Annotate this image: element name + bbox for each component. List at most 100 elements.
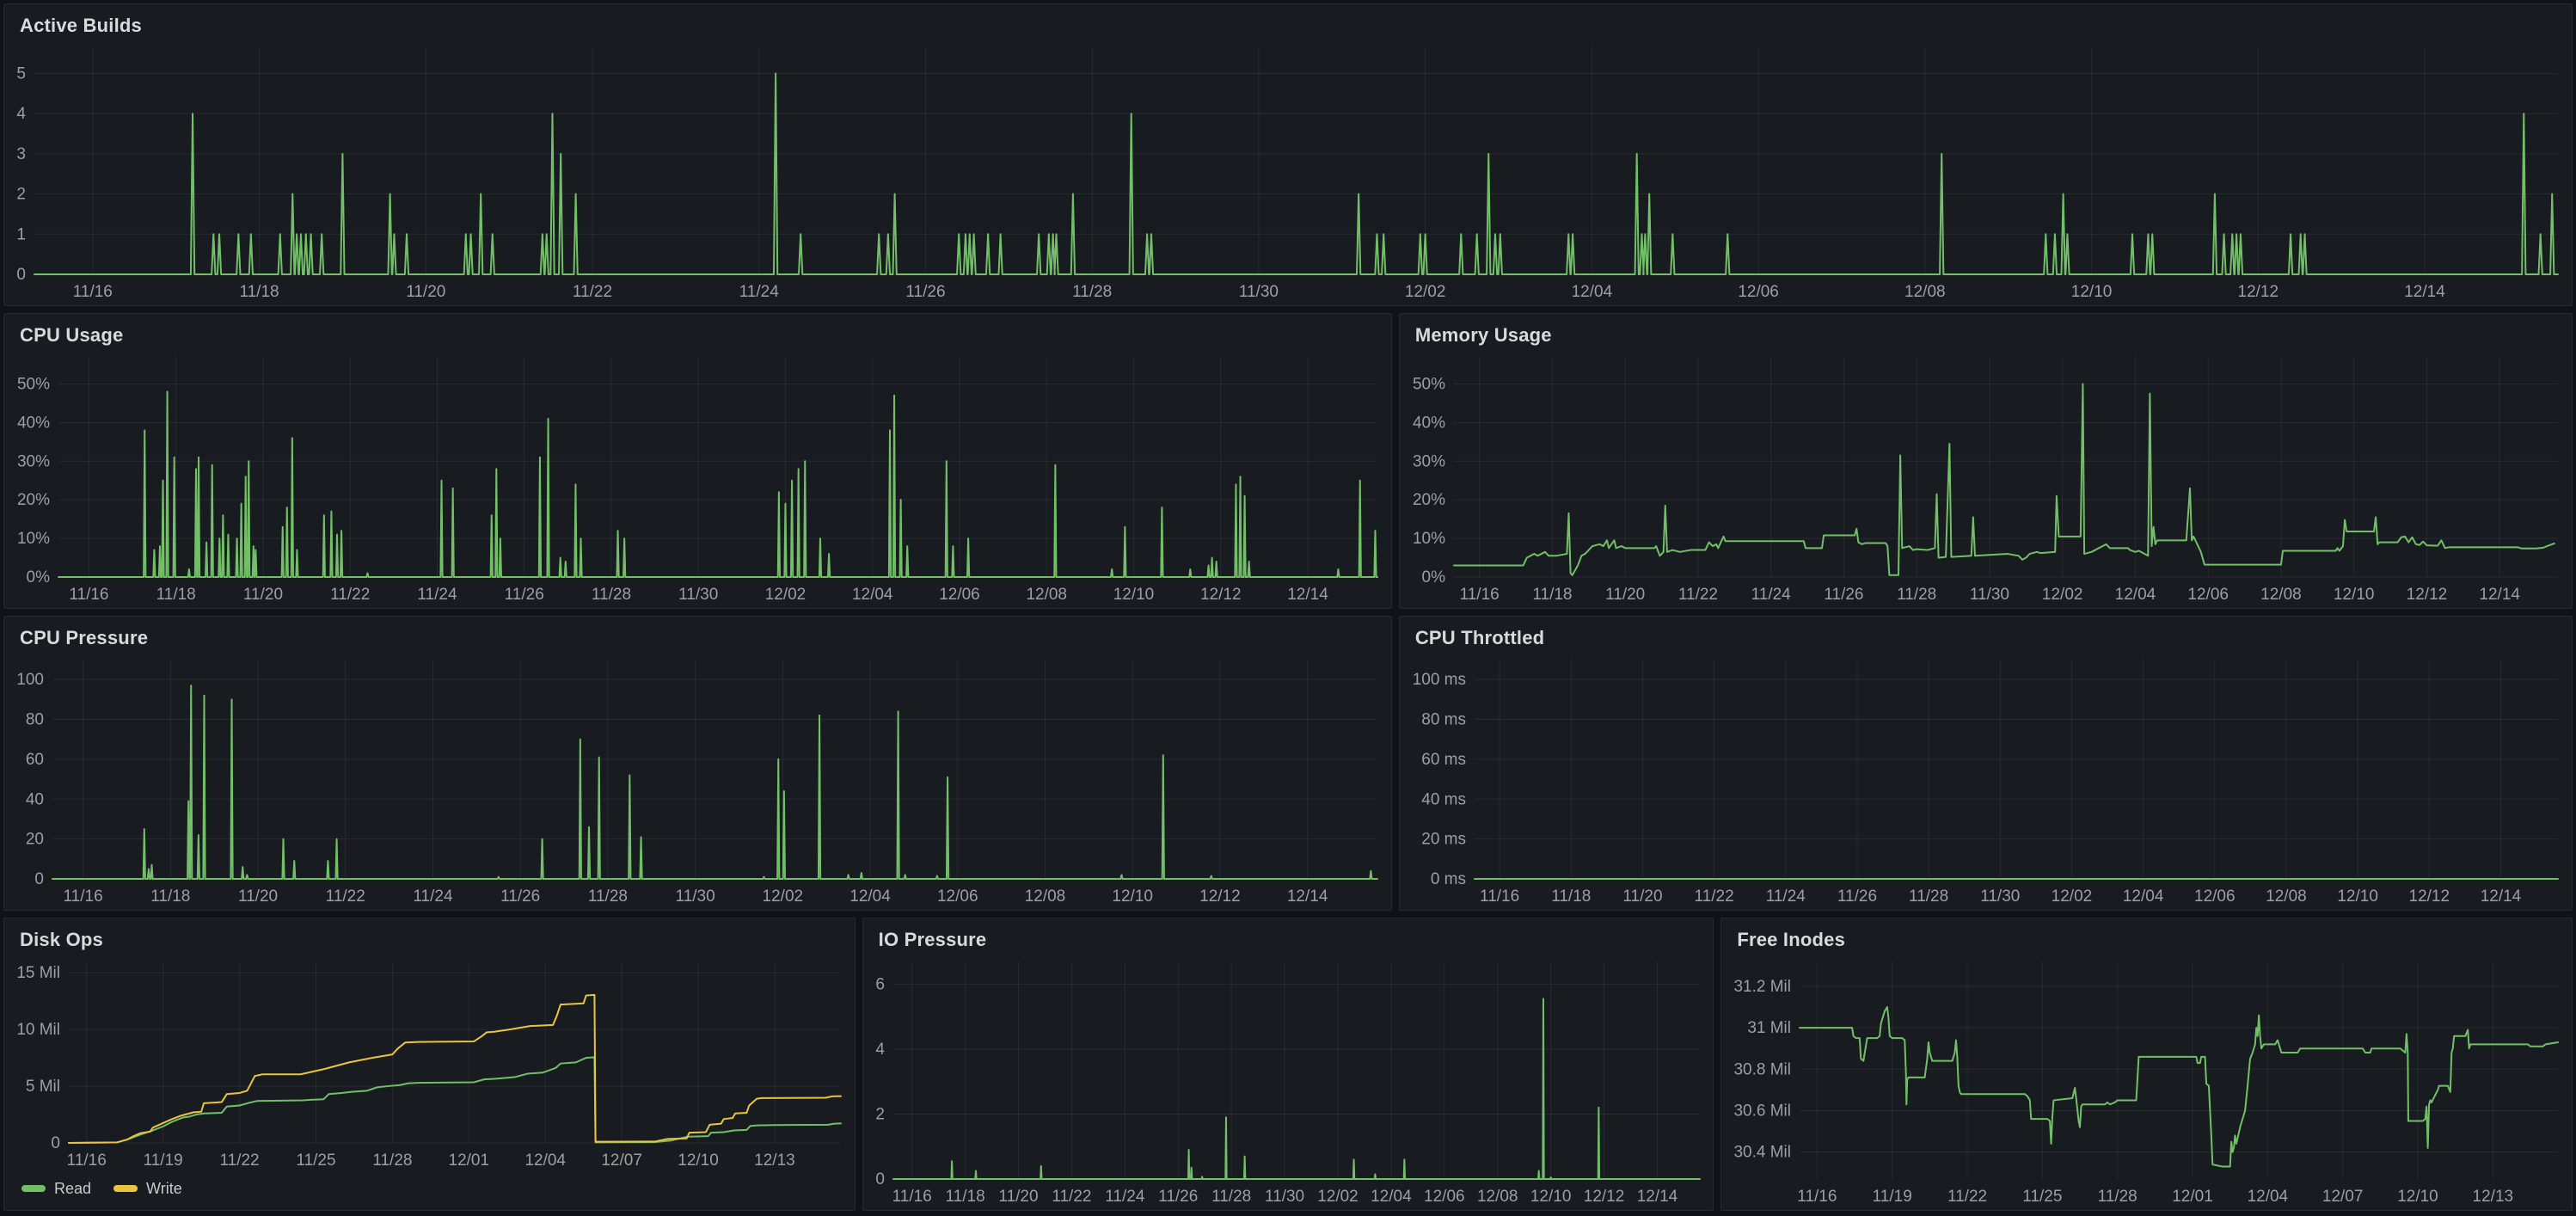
svg-text:12/07: 12/07: [601, 1152, 642, 1170]
svg-text:11/18: 11/18: [239, 283, 279, 301]
svg-text:12/14: 12/14: [2404, 283, 2445, 301]
svg-text:11/18: 11/18: [150, 887, 190, 906]
svg-text:80 ms: 80 ms: [1421, 711, 1466, 729]
svg-text:11/16: 11/16: [64, 887, 103, 906]
svg-text:11/28: 11/28: [1072, 283, 1112, 301]
svg-text:12/04: 12/04: [2248, 1188, 2289, 1206]
panel-title-memory-usage[interactable]: Memory Usage: [1414, 324, 1552, 346]
legend-item-read[interactable]: Read: [21, 1180, 91, 1198]
svg-text:40 ms: 40 ms: [1421, 790, 1466, 808]
chart-cpu-throttled[interactable]: 11/16 11/18 11/20 11/22 11/24 11/26 11/28 11/30…: [1400, 649, 2572, 910]
svg-text:12/08: 12/08: [1477, 1188, 1518, 1206]
svg-text:12/14: 12/14: [2479, 586, 2520, 604]
chart-memory-usage[interactable]: 11/16 11/18 11/20 11/22 11/24 11/26 11/28 11/30…: [1400, 347, 2572, 608]
svg-text:12/04: 12/04: [524, 1152, 566, 1170]
svg-text:12/02: 12/02: [2052, 887, 2093, 906]
svg-text:12/12: 12/12: [1200, 586, 1242, 604]
svg-text:11/24: 11/24: [1751, 586, 1791, 604]
svg-text:12/10: 12/10: [1112, 887, 1153, 906]
svg-text:0: 0: [16, 266, 26, 284]
svg-text:11/26: 11/26: [905, 283, 945, 301]
svg-text:11/24: 11/24: [417, 586, 457, 604]
panel-free-inodes: Free Inodes 11/16 11/19 11/22 11/25 11/28 12/…: [1720, 918, 2573, 1211]
panel-cpu-usage: CPU Usage 11/16 11/18 11/20 11/22 11/24 11/26…: [3, 313, 1392, 609]
chart-active-builds[interactable]: 11/16 11/18 11/20 11/22 11/24 11/26 11/28 11/30…: [4, 37, 2572, 305]
svg-text:11/30: 11/30: [1265, 1188, 1304, 1206]
svg-text:10%: 10%: [1413, 530, 1445, 548]
svg-text:11/28: 11/28: [372, 1152, 412, 1170]
svg-text:20 ms: 20 ms: [1421, 831, 1466, 849]
svg-text:15 Mil: 15 Mil: [16, 964, 60, 982]
svg-text:11/22: 11/22: [1052, 1188, 1091, 1206]
chart-disk-ops[interactable]: 11/16 11/19 11/22 11/25 11/28 12/01 12/04 12/07…: [4, 951, 855, 1174]
svg-text:11/19: 11/19: [1873, 1188, 1912, 1206]
svg-text:12/04: 12/04: [849, 887, 891, 906]
svg-text:11/20: 11/20: [243, 586, 283, 604]
svg-text:11/20: 11/20: [406, 283, 445, 301]
svg-text:60: 60: [26, 751, 44, 769]
svg-text:12/08: 12/08: [2266, 887, 2307, 906]
svg-text:0: 0: [875, 1170, 885, 1188]
svg-text:12/12: 12/12: [1583, 1188, 1624, 1206]
svg-text:11/18: 11/18: [156, 586, 196, 604]
svg-text:10%: 10%: [17, 530, 50, 548]
panel-title-cpu-throttled[interactable]: CPU Throttled: [1414, 627, 1545, 648]
svg-text:11/28: 11/28: [1211, 1188, 1251, 1206]
chart-io-pressure[interactable]: 11/16 11/18 11/20 11/22 11/24 11/26 11/28 11/30…: [863, 951, 1714, 1210]
svg-text:6: 6: [875, 975, 885, 993]
svg-text:100: 100: [16, 671, 44, 689]
svg-text:11/20: 11/20: [1605, 586, 1645, 604]
panel-title-cpu-usage[interactable]: CPU Usage: [20, 324, 124, 346]
panel-title-cpu-pressure[interactable]: CPU Pressure: [20, 627, 149, 648]
svg-text:12/02: 12/02: [765, 586, 807, 604]
panel-disk-ops: Disk Ops 11/16 11/19 11/22 11/25 11/28 12/01 1…: [3, 918, 856, 1211]
svg-text:12/02: 12/02: [1317, 1188, 1359, 1206]
svg-text:11/24: 11/24: [1766, 887, 1806, 906]
svg-text:30.8 Mil: 30.8 Mil: [1734, 1060, 1792, 1078]
panel-title-io-pressure[interactable]: IO Pressure: [878, 929, 987, 950]
svg-text:12/04: 12/04: [1371, 1188, 1412, 1206]
legend-label-read: Read: [54, 1179, 92, 1197]
panel-title-active-builds[interactable]: Active Builds: [20, 15, 142, 36]
svg-text:20%: 20%: [1413, 491, 1445, 509]
panel-title-disk-ops[interactable]: Disk Ops: [20, 929, 103, 950]
svg-text:11/22: 11/22: [1947, 1188, 1987, 1206]
svg-text:11/26: 11/26: [1158, 1188, 1198, 1206]
svg-text:11/25: 11/25: [296, 1152, 335, 1170]
chart-free-inodes[interactable]: 11/16 11/19 11/22 11/25 11/28 12/01 12/04 12/07…: [1721, 951, 2572, 1210]
chart-cpu-pressure[interactable]: 11/16 11/18 11/20 11/22 11/24 11/26 11/28 11/30…: [4, 649, 1391, 910]
svg-text:30.6 Mil: 30.6 Mil: [1734, 1102, 1792, 1120]
svg-text:60 ms: 60 ms: [1421, 751, 1466, 769]
svg-text:12/06: 12/06: [939, 586, 980, 604]
svg-text:30%: 30%: [17, 452, 50, 470]
svg-text:11/20: 11/20: [998, 1188, 1038, 1206]
svg-text:11/30: 11/30: [1970, 586, 2009, 604]
svg-text:11/16: 11/16: [69, 586, 108, 604]
svg-text:11/24: 11/24: [413, 887, 453, 906]
svg-text:11/26: 11/26: [500, 887, 540, 906]
svg-text:11/20: 11/20: [238, 887, 278, 906]
svg-text:3: 3: [16, 145, 26, 163]
svg-text:12/10: 12/10: [2334, 586, 2375, 604]
svg-text:11/16: 11/16: [892, 1188, 931, 1206]
svg-text:12/08: 12/08: [1026, 586, 1067, 604]
panel-cpu-pressure: CPU Pressure 11/16 11/18 11/20 11/22 11/24 11…: [3, 616, 1392, 911]
svg-text:12/01: 12/01: [449, 1152, 490, 1170]
svg-text:12/08: 12/08: [1025, 887, 1066, 906]
panel-active-builds: Active Builds 11/16 11/18 11/20 11/22 11/24 1…: [3, 3, 2573, 306]
svg-text:12/02: 12/02: [1405, 283, 1446, 301]
panel-title-free-inodes[interactable]: Free Inodes: [1737, 929, 1846, 950]
svg-text:12/10: 12/10: [2398, 1188, 2439, 1206]
svg-text:2: 2: [16, 186, 26, 204]
svg-text:11/28: 11/28: [588, 887, 628, 906]
chart-cpu-usage[interactable]: 11/16 11/18 11/20 11/22 11/24 11/26 11/28 11/30…: [4, 347, 1391, 608]
svg-text:11/24: 11/24: [1105, 1188, 1145, 1206]
svg-text:1: 1: [16, 225, 26, 243]
legend: Read Write: [4, 1174, 855, 1210]
svg-text:12/10: 12/10: [2071, 283, 2113, 301]
svg-text:12/08: 12/08: [1904, 283, 1946, 301]
svg-text:50%: 50%: [17, 375, 50, 393]
svg-text:4: 4: [875, 1041, 885, 1059]
legend-item-write[interactable]: Write: [113, 1180, 182, 1198]
panel-memory-usage: Memory Usage 11/16 11/18 11/20 11/22 11/24 11…: [1398, 313, 2573, 609]
